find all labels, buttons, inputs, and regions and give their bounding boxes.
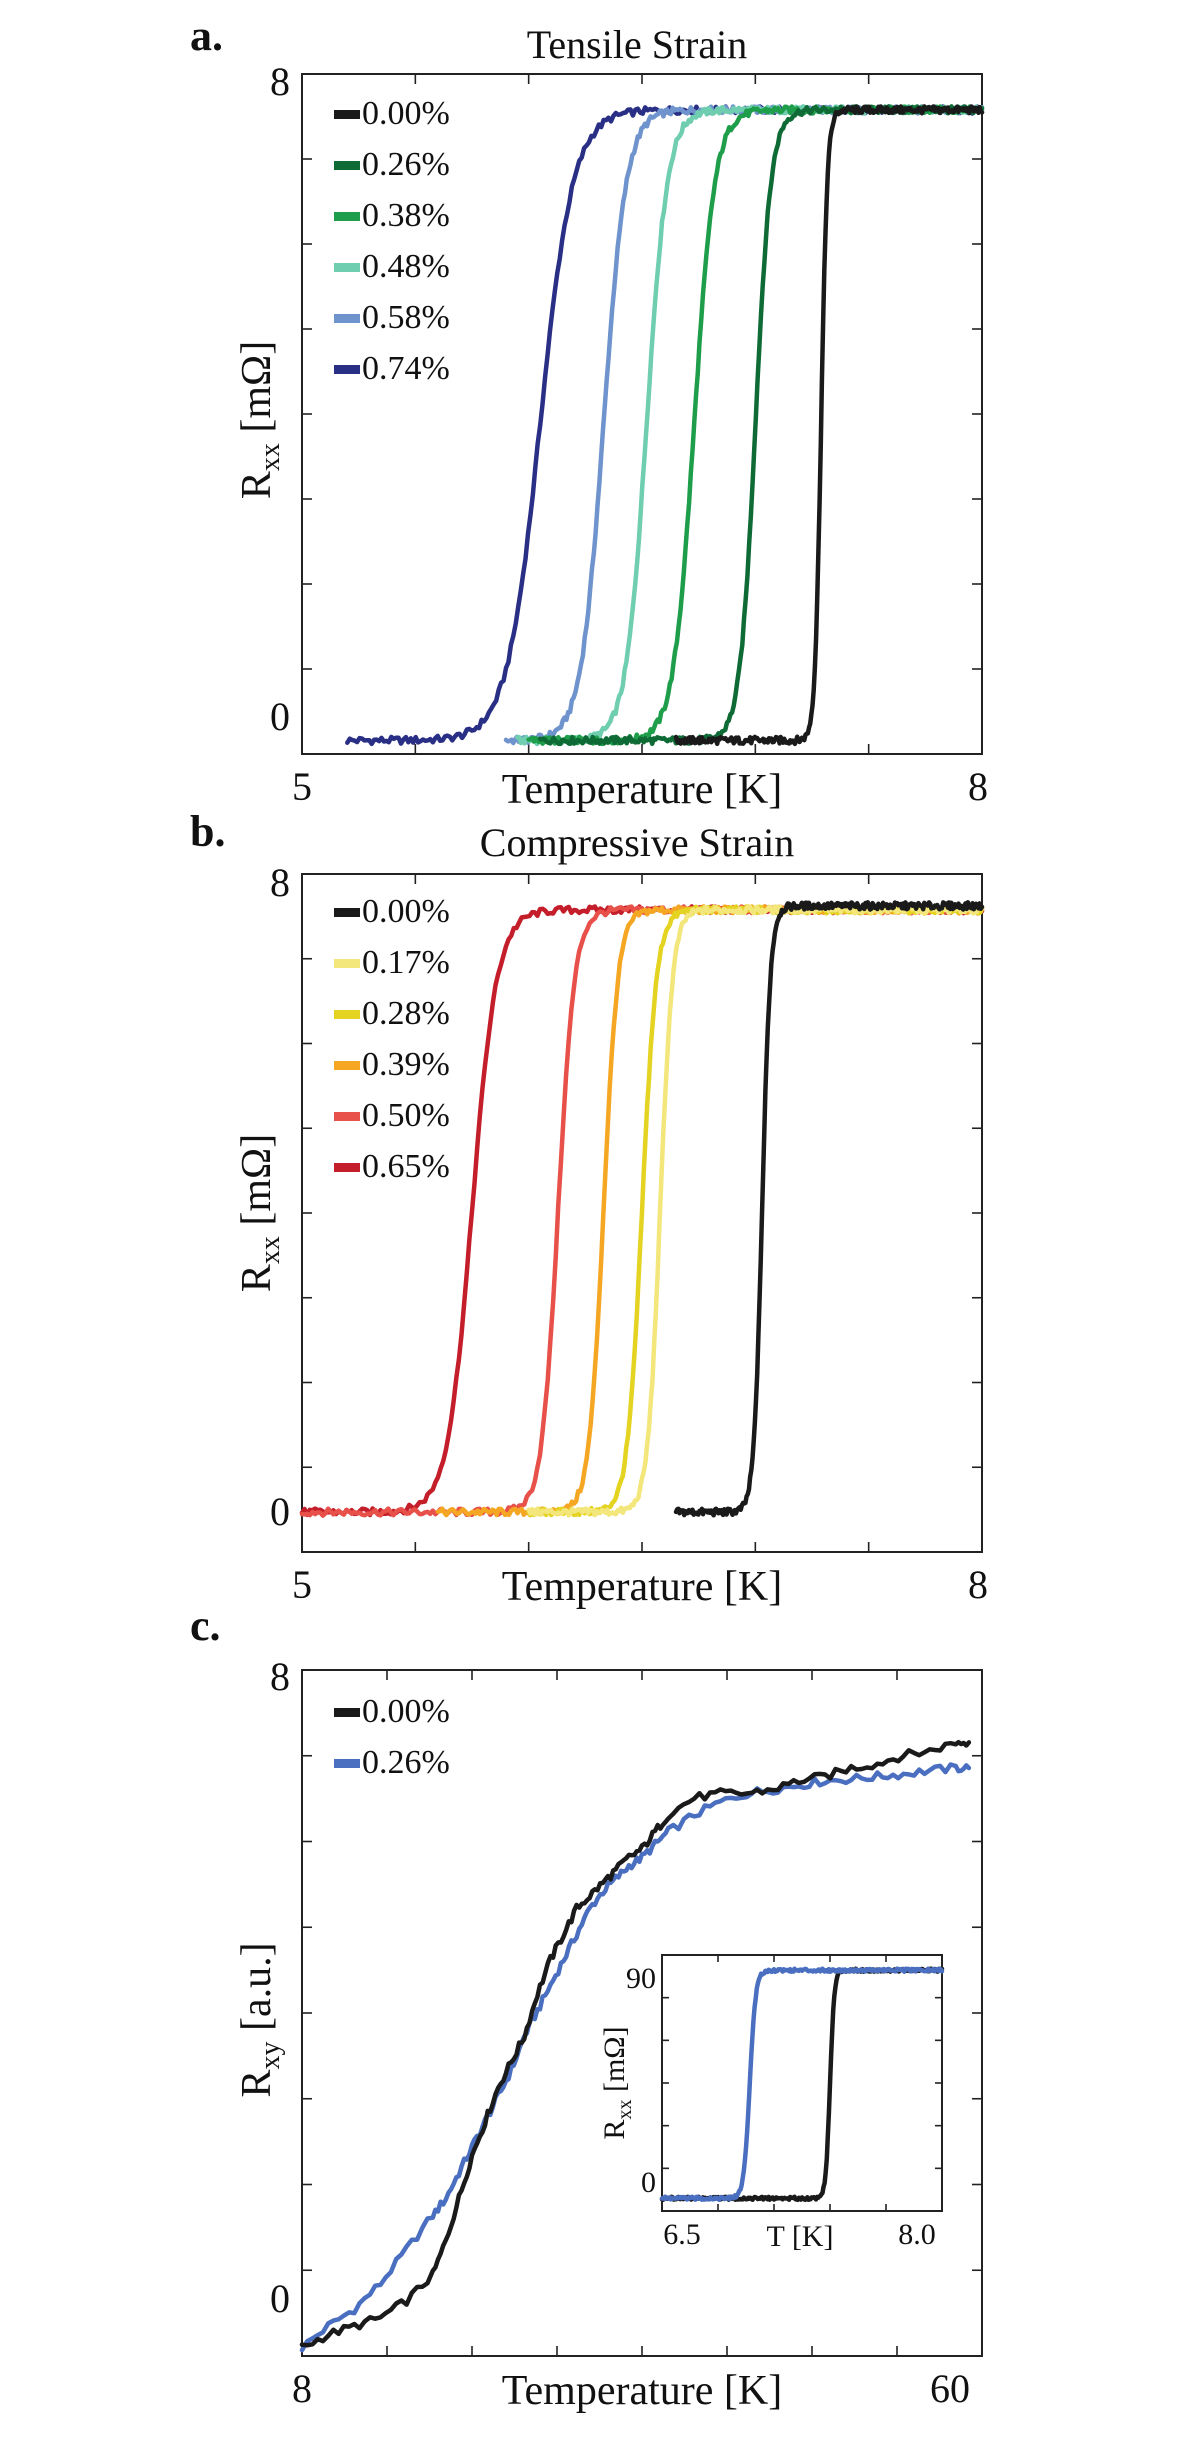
panel-b-xtick-right: 8 bbox=[968, 1562, 988, 1607]
panel-b-series-0-39pct bbox=[435, 904, 985, 1518]
inset-curves bbox=[659, 1966, 945, 2203]
panel-b-legend-label: 0.50% bbox=[362, 1097, 450, 1134]
inset-ytick-bottom: 0 bbox=[641, 2166, 656, 2199]
inset-xtick-left: 6.5 bbox=[663, 2218, 701, 2251]
panel-a-ylabel-unit: [mΩ] bbox=[234, 341, 280, 443]
panel-a-ytick-bottom: 0 bbox=[270, 694, 290, 739]
inset-series-0-26pct bbox=[659, 1966, 945, 2203]
panel-b-legend-swatch bbox=[334, 908, 360, 917]
panel-b-xlabel: Temperature [K] bbox=[502, 1564, 782, 1610]
panel-a-xlabel: Temperature [K] bbox=[502, 767, 782, 813]
panel-b-legend-swatch bbox=[334, 1010, 360, 1019]
panel-b-legend-label: 0.00% bbox=[362, 893, 450, 930]
panel-c-ticks bbox=[302, 1670, 982, 2356]
panel-b-ytick-bottom: 0 bbox=[270, 1489, 290, 1534]
panel-a-ylabel-main: R bbox=[234, 471, 280, 499]
panel-a-series-0-00pct bbox=[673, 104, 985, 747]
inset-xtick-right: 8.0 bbox=[898, 2218, 936, 2251]
panel-c-ylabel-main: R bbox=[234, 2070, 280, 2098]
panel-b-ytick-top: 8 bbox=[270, 860, 290, 905]
panel-b-legend-swatch bbox=[334, 1163, 360, 1172]
inset-ticks bbox=[662, 1955, 942, 2211]
panel-c-ytick-top: 8 bbox=[270, 1654, 290, 1699]
panel-a-legend-label: 0.48% bbox=[362, 248, 450, 285]
panel-b-series-0-00pct bbox=[673, 900, 985, 1518]
panel-a-ylabel-sub: xx bbox=[255, 443, 286, 471]
panel-c-series-0-00pct bbox=[299, 1739, 972, 2348]
panel-c-legend-swatch bbox=[334, 1708, 360, 1717]
panel-b-label: b. bbox=[190, 807, 225, 856]
inset-ylabel-main: R bbox=[598, 2120, 631, 2140]
panel-b-legend-label: 0.65% bbox=[362, 1148, 450, 1185]
panel-a-legend-label: 0.38% bbox=[362, 197, 450, 234]
panel-a-series-0-26pct bbox=[537, 104, 985, 747]
panel-a-legend-label: 0.58% bbox=[362, 299, 450, 336]
panel-a-ytick-top: 8 bbox=[270, 59, 290, 104]
panel-a-series-0-48pct bbox=[515, 104, 985, 747]
inset-xlabel: T [K] bbox=[767, 2220, 834, 2253]
inset-ylabel: Rxx [mΩ] bbox=[598, 2026, 636, 2139]
panel-a-label: a. bbox=[190, 11, 223, 60]
panel-b-legend-label: 0.17% bbox=[362, 944, 450, 981]
panel-a-curves bbox=[345, 104, 985, 747]
panel-a: a. Tensile Strain 8 0 5 8 Temperature [K… bbox=[190, 11, 988, 813]
panel-a-legend-label: 0.00% bbox=[362, 95, 450, 132]
panel-a-legend-swatch bbox=[334, 212, 360, 221]
panel-b-legend-label: 0.28% bbox=[362, 995, 450, 1032]
panel-a-legend-label: 0.26% bbox=[362, 146, 450, 183]
panel-b-ylabel: Rxx [mΩ] bbox=[234, 1134, 286, 1292]
panel-c-legend-swatch bbox=[334, 1759, 360, 1768]
panel-c-legend-label: 0.26% bbox=[362, 1744, 450, 1781]
panel-a-legend-swatch bbox=[334, 365, 360, 374]
panel-b-title: Compressive Strain bbox=[480, 820, 794, 865]
panel-b-legend-swatch bbox=[334, 959, 360, 968]
panel-b-ylabel-sub: xx bbox=[255, 1236, 286, 1264]
panel-c-ytick-bottom: 0 bbox=[270, 2276, 290, 2321]
panel-a-ylabel: Rxx [mΩ] bbox=[234, 341, 286, 499]
panel-c-ylabel: Rxy [a.u.] bbox=[234, 1942, 286, 2097]
panel-c-label: c. bbox=[190, 1601, 221, 1650]
panel-c-xtick-left: 8 bbox=[292, 2366, 312, 2411]
panel-c-ylabel-sub: xy bbox=[255, 2042, 286, 2070]
panel-a-legend-swatch bbox=[334, 263, 360, 272]
panel-c-curves bbox=[299, 1739, 972, 2353]
panel-c-series-0-26pct bbox=[299, 1762, 972, 2353]
panel-a-ticks bbox=[302, 74, 982, 754]
panel-c-inset: 90 0 6.5 8.0 T [K] Rxx [mΩ] bbox=[598, 1954, 945, 2253]
panel-c-xlabel: Temperature [K] bbox=[502, 2368, 782, 2414]
panel-c-ylabel-unit: [a.u.] bbox=[234, 1942, 280, 2041]
panel-b-ticks bbox=[302, 874, 982, 1552]
panel-a-legend-swatch bbox=[334, 161, 360, 170]
panel-c-xtick-right: 60 bbox=[930, 2366, 970, 2411]
panel-b: b. Compressive Strain 8 0 5 8 Temperatur… bbox=[190, 807, 988, 1610]
panel-b-legend-swatch bbox=[334, 1112, 360, 1121]
panel-b-ylabel-unit: [mΩ] bbox=[234, 1134, 280, 1236]
panel-a-xtick-left: 5 bbox=[292, 764, 312, 809]
panel-a-legend: 0.00% 0.26% 0.38% 0.48% 0.58% 0.74% bbox=[334, 95, 450, 387]
panel-a-legend-swatch bbox=[334, 314, 360, 323]
inset-background bbox=[662, 1955, 942, 2211]
inset-ytick-top: 90 bbox=[626, 1962, 656, 1995]
panel-b-xtick-left: 5 bbox=[292, 1562, 312, 1607]
inset-ylabel-sub: xx bbox=[614, 2100, 636, 2120]
panel-a-legend-swatch bbox=[334, 110, 360, 119]
panel-b-ylabel-main: R bbox=[234, 1264, 280, 1292]
panel-b-legend-swatch bbox=[334, 1061, 360, 1070]
inset-ylabel-unit: [mΩ] bbox=[598, 2026, 631, 2099]
panel-b-curves bbox=[299, 900, 985, 1518]
panel-c: c. 8 0 8 60 Temperature [K] Rxy [a.u.] 0… bbox=[190, 1601, 983, 2414]
panel-b-legend-label: 0.39% bbox=[362, 1046, 450, 1083]
panel-a-legend-label: 0.74% bbox=[362, 350, 450, 387]
panel-a-xtick-right: 8 bbox=[968, 764, 988, 809]
panel-c-legend-label: 0.00% bbox=[362, 1693, 450, 1730]
panel-b-legend: 0.00% 0.17% 0.28% 0.39% 0.50% 0.65% bbox=[334, 893, 450, 1185]
panel-c-legend: 0.00% 0.26% bbox=[334, 1693, 450, 1781]
panel-a-title: Tensile Strain bbox=[527, 22, 748, 67]
